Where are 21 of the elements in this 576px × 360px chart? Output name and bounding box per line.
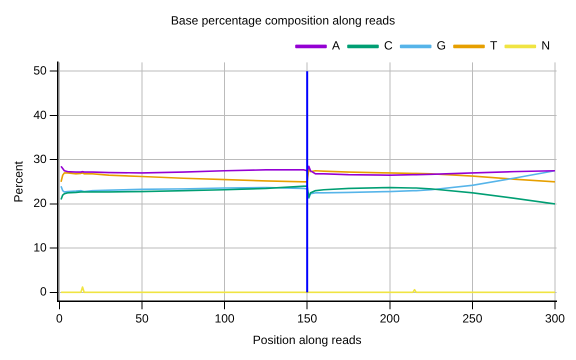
y-tick-label: 0 <box>40 284 48 299</box>
x-tick-label: 50 <box>135 312 149 326</box>
x-axis-title: Position along reads <box>252 333 362 348</box>
y-tick-label: 30 <box>33 152 48 166</box>
y-tick-label: 40 <box>33 108 48 122</box>
legend-label: C <box>384 38 394 53</box>
chart-title: Base percentage composition along reads <box>170 14 396 28</box>
x-tick-label: 250 <box>462 312 483 326</box>
x-tick-label: 0 <box>56 312 64 326</box>
y-tick-label: 50 <box>33 64 48 78</box>
y-axis-title: Percent <box>12 160 26 202</box>
y-tick-label: 10 <box>33 240 48 254</box>
legend-label: T <box>490 38 498 53</box>
legend-label: N <box>541 38 550 53</box>
legend-label: A <box>332 38 340 53</box>
legend-label: G <box>436 38 446 53</box>
x-tick-label: 100 <box>214 312 235 326</box>
x-tick-label: 200 <box>380 312 400 326</box>
y-tick-label: 20 <box>33 196 48 210</box>
x-tick-label: 300 <box>544 312 566 326</box>
x-tick-label: 150 <box>297 312 318 326</box>
